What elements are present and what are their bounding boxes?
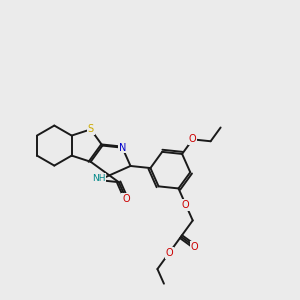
Text: O: O <box>191 242 199 252</box>
Text: O: O <box>182 200 190 210</box>
Text: S: S <box>88 124 94 134</box>
Text: N: N <box>119 143 126 153</box>
Text: NH: NH <box>92 174 106 183</box>
Text: O: O <box>165 248 173 258</box>
Text: O: O <box>189 134 196 144</box>
Text: O: O <box>122 194 130 204</box>
